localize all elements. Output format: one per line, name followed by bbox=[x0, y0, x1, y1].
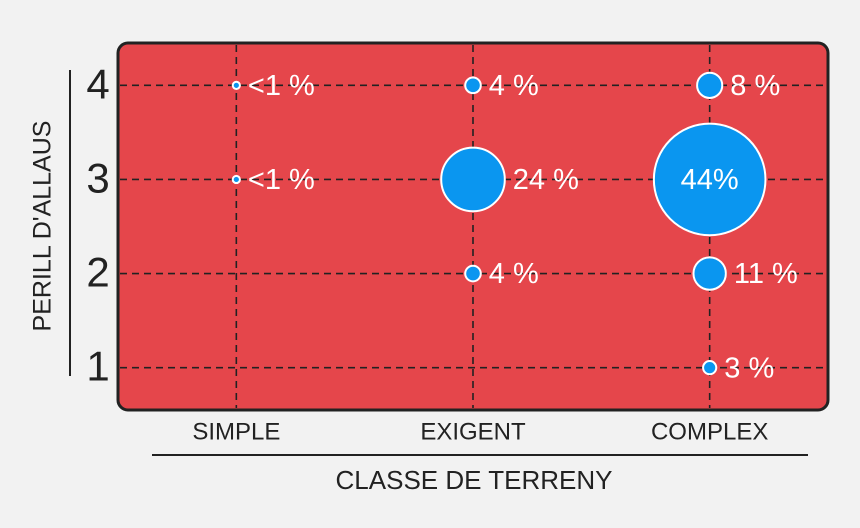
data-label: <1 % bbox=[248, 70, 315, 102]
y-axis-title: PERILL D'ALLAUS bbox=[29, 121, 57, 332]
bubble bbox=[440, 146, 506, 213]
marks: <1 % <1 % 4 % 24 % 4 % 8 % 44% 11 % 3 % bbox=[231, 70, 798, 384]
data-label: 3 % bbox=[724, 352, 774, 384]
bubble bbox=[702, 360, 718, 376]
y-tick-label: 2 bbox=[86, 249, 109, 296]
y-tick-label: 4 bbox=[86, 60, 109, 107]
bubble bbox=[464, 264, 482, 283]
x-tick-label: SIMPLE bbox=[192, 418, 280, 445]
bubble bbox=[464, 76, 482, 95]
bubble bbox=[696, 71, 724, 99]
data-label: 4 % bbox=[489, 70, 539, 102]
bubble bbox=[692, 256, 727, 291]
data-label: 44% bbox=[681, 164, 739, 196]
data-label: 4 % bbox=[489, 258, 539, 290]
x-axis-title: CLASSE DE TERRENY bbox=[336, 465, 613, 495]
x-tick-label: COMPLEX bbox=[651, 418, 768, 445]
bubble bbox=[231, 80, 241, 90]
bubble bbox=[231, 174, 241, 185]
data-label: 11 % bbox=[734, 258, 798, 290]
bubble bbox=[652, 122, 767, 237]
y-tick-label: 3 bbox=[86, 155, 109, 202]
data-label: <1 % bbox=[248, 164, 315, 196]
x-tick-label: EXIGENT bbox=[420, 418, 526, 445]
data-label: 24 % bbox=[513, 164, 579, 196]
y-tick-label: 1 bbox=[86, 343, 109, 390]
data-label: 8 % bbox=[730, 70, 780, 102]
